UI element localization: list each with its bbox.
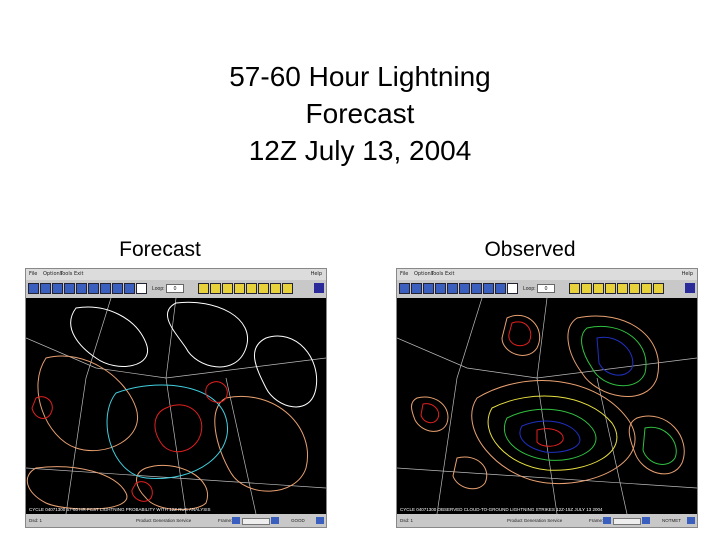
tool-button[interactable]: [40, 283, 51, 294]
state-borders: [26, 298, 326, 514]
loop-stop-button[interactable]: [629, 283, 640, 294]
frame-next-icon[interactable]: [642, 517, 650, 524]
loop-first-button[interactable]: [569, 283, 580, 294]
menu-exit[interactable]: Exit: [445, 271, 455, 277]
tool-button[interactable]: [399, 283, 410, 294]
tool-button[interactable]: [88, 283, 99, 294]
observed-map: [397, 298, 697, 514]
loop-input[interactable]: 0: [166, 284, 184, 293]
loop-last-button[interactable]: [617, 283, 628, 294]
state-borders: [397, 298, 697, 514]
menu-bar: File Options Tools Exit Help: [397, 269, 697, 280]
menu-options[interactable]: Options: [43, 271, 63, 277]
loop-input[interactable]: 0: [537, 284, 555, 293]
map-view[interactable]: CYCLE 04071300 OBSERVED CLOUD-TO-GROUND …: [397, 298, 697, 514]
map-caption: CYCLE 04071300 57-60 HR FCST LIGHTNING P…: [29, 507, 211, 512]
loop-forward-button[interactable]: [605, 283, 616, 294]
tool-button[interactable]: [28, 283, 39, 294]
tool-button[interactable]: [112, 283, 123, 294]
print-icon[interactable]: [685, 283, 695, 293]
loop-step-button[interactable]: [641, 283, 652, 294]
loop-label: Loop:: [152, 286, 165, 292]
menu-file[interactable]: File: [400, 271, 409, 277]
loop-play-button[interactable]: [222, 283, 233, 294]
status-icon[interactable]: [316, 517, 324, 524]
loop-stop-button[interactable]: [258, 283, 269, 294]
tool-button[interactable]: [435, 283, 446, 294]
loop-back-button[interactable]: [581, 283, 592, 294]
frame-prev-icon[interactable]: [603, 517, 611, 524]
menu-tools[interactable]: Tools: [431, 271, 444, 277]
map-caption: CYCLE 04071300 OBSERVED CLOUD-TO-GROUND …: [400, 507, 603, 512]
menu-file[interactable]: File: [29, 271, 38, 277]
tool-button[interactable]: [447, 283, 458, 294]
menu-bar: File Options Tools Exit Help: [26, 269, 326, 280]
status-dataset: Dsd: 1: [29, 518, 43, 523]
menu-help[interactable]: Help: [681, 271, 693, 277]
observed-window: File Options Tools Exit Help Loop: 0: [396, 268, 698, 528]
loop-step-button[interactable]: [270, 283, 281, 294]
title-line-1: 57-60 Hour Lightning: [229, 61, 491, 92]
status-bar: Dsd: 1 Product Generation Service Frame:…: [26, 514, 326, 527]
frame-slider[interactable]: [613, 518, 641, 525]
map-view[interactable]: CYCLE 04071300 57-60 HR FCST LIGHTNING P…: [26, 298, 326, 514]
status-result: NOTMET: [662, 518, 681, 523]
tool-button[interactable]: [459, 283, 470, 294]
forecast-contours: [26, 301, 318, 511]
menu-exit[interactable]: Exit: [74, 271, 84, 277]
tool-button[interactable]: [507, 283, 518, 294]
menu-help[interactable]: Help: [310, 271, 322, 277]
status-service: Product Generation Service: [136, 518, 192, 523]
loop-rock-button[interactable]: [282, 283, 293, 294]
loop-label: Loop:: [523, 286, 536, 292]
title-line-2: Forecast: [305, 98, 415, 129]
menu-options[interactable]: Options: [414, 271, 434, 277]
observed-contours: [411, 314, 685, 490]
status-frame-label: Frame:: [218, 518, 233, 523]
tool-button[interactable]: [136, 283, 147, 294]
forecast-label: Forecast: [119, 238, 201, 261]
tool-button[interactable]: [124, 283, 135, 294]
frame-slider[interactable]: [242, 518, 270, 525]
tool-button[interactable]: [423, 283, 434, 294]
loop-forward-button[interactable]: [234, 283, 245, 294]
status-frame-label: Frame:: [589, 518, 604, 523]
status-dataset: Dsd: 1: [400, 518, 414, 523]
tool-button[interactable]: [411, 283, 422, 294]
title-line-3: 12Z July 13, 2004: [248, 135, 472, 166]
tool-button[interactable]: [100, 283, 111, 294]
slide-title: 57-60 Hour Lightning Forecast 12Z July 1…: [130, 58, 590, 169]
tool-button[interactable]: [495, 283, 506, 294]
status-icon[interactable]: [687, 517, 695, 524]
loop-rock-button[interactable]: [653, 283, 664, 294]
loop-play-button[interactable]: [593, 283, 604, 294]
forecast-window: File Options Tools Exit Help Loop: 0: [25, 268, 327, 528]
toolbar: Loop: 0: [26, 280, 326, 298]
toolbar: Loop: 0: [397, 280, 697, 298]
status-service: Product Generation Service: [507, 518, 563, 523]
forecast-map: [26, 298, 326, 514]
loop-back-button[interactable]: [210, 283, 221, 294]
tool-button[interactable]: [76, 283, 87, 294]
tool-button[interactable]: [64, 283, 75, 294]
loop-last-button[interactable]: [246, 283, 257, 294]
status-bar: Dsd: 1 Product Generation Service Frame:…: [397, 514, 697, 527]
print-icon[interactable]: [314, 283, 324, 293]
observed-label: Observed: [484, 238, 576, 261]
tool-button[interactable]: [471, 283, 482, 294]
menu-tools[interactable]: Tools: [60, 271, 73, 277]
frame-next-icon[interactable]: [271, 517, 279, 524]
tool-button[interactable]: [52, 283, 63, 294]
status-result: GOOD: [291, 518, 305, 523]
tool-button[interactable]: [483, 283, 494, 294]
frame-prev-icon[interactable]: [232, 517, 240, 524]
loop-first-button[interactable]: [198, 283, 209, 294]
